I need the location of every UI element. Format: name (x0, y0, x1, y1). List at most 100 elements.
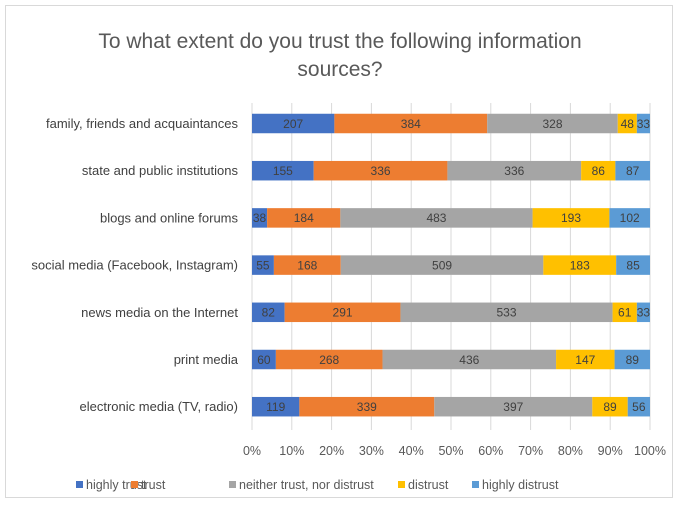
data-label: 339 (357, 400, 377, 414)
data-label: 183 (570, 258, 590, 272)
bar-segment (636, 113, 650, 134)
category-label: news media on the Internet (81, 305, 238, 320)
data-label: 33 (637, 306, 651, 320)
data-label: 291 (333, 306, 353, 320)
legend-item: distrust (398, 478, 449, 492)
bar-segment (556, 349, 615, 370)
bar-segment (434, 396, 593, 417)
bar-segment (340, 255, 544, 275)
data-label: 184 (294, 211, 314, 225)
legend-item: trust (131, 478, 166, 492)
data-label: 82 (262, 306, 276, 320)
bar-segment (636, 302, 650, 323)
data-label: 168 (297, 258, 317, 272)
bar-segment (616, 255, 650, 275)
bar-segment (252, 208, 268, 228)
bar-segment (252, 160, 314, 181)
legend-label: highly distrust (482, 478, 559, 492)
bar-segment (609, 208, 650, 228)
legend-swatch (229, 481, 236, 488)
data-label: 436 (459, 353, 479, 367)
bar-segment (400, 302, 613, 323)
bar-segment (532, 208, 610, 228)
bar-segment (334, 113, 488, 134)
chart-title: To what extent do you trust the followin… (98, 30, 581, 81)
legend-label: distrust (408, 478, 449, 492)
data-label: 85 (626, 258, 640, 272)
bar-segment (252, 302, 285, 323)
data-label: 336 (371, 164, 391, 178)
bar-segment (340, 208, 533, 228)
data-label: 55 (256, 258, 270, 272)
data-label: 207 (283, 117, 303, 131)
bar-segment (627, 396, 650, 417)
bar-segment (592, 396, 628, 417)
x-tick-label: 40% (399, 444, 424, 458)
legend-label: trust (141, 478, 166, 492)
data-label: 155 (273, 164, 293, 178)
category-label: print media (174, 352, 239, 367)
legend-swatch (76, 481, 83, 488)
bar-segment (487, 113, 618, 134)
data-label: 38 (253, 211, 267, 225)
data-label: 102 (620, 211, 640, 225)
bar-segment (252, 349, 276, 370)
legend-swatch (398, 481, 405, 488)
chart-title-line-2: sources? (297, 58, 382, 81)
data-label: 384 (401, 117, 421, 131)
x-tick-label: 0% (243, 444, 261, 458)
x-tick-label: 20% (319, 444, 344, 458)
data-label: 119 (266, 400, 285, 414)
data-label: 268 (319, 353, 339, 367)
bar-segment (284, 302, 401, 323)
data-label: 509 (432, 258, 452, 272)
data-label: 336 (504, 164, 524, 178)
bar-segment (252, 255, 274, 275)
bar-segment (273, 255, 341, 275)
data-label: 397 (503, 400, 523, 414)
chart-title-line-1: To what extent do you trust the followin… (98, 30, 581, 53)
data-label: 33 (637, 117, 651, 131)
data-label: 56 (632, 400, 646, 414)
data-label: 147 (575, 353, 595, 367)
legend-swatch (472, 481, 479, 488)
data-label: 87 (626, 164, 640, 178)
category-labels: family, friends and acquaintances state a… (31, 116, 238, 414)
data-label: 89 (603, 400, 617, 414)
bar-segment (615, 160, 650, 181)
legend-item: highly distrust (472, 478, 559, 492)
bar-segment (275, 349, 383, 370)
category-label: blogs and online forums (100, 210, 239, 225)
x-tick-label: 80% (558, 444, 583, 458)
x-tick-label: 60% (478, 444, 503, 458)
legend-label: neither trust, nor distrust (239, 478, 374, 492)
x-axis-ticks: 0% 10% 20% 30% 40% 50% 60% 70% 80% 90% 100% (243, 444, 666, 458)
legend-swatch (131, 481, 138, 488)
legend-item: neither trust, nor distrust (229, 478, 374, 492)
x-tick-label: 10% (279, 444, 304, 458)
x-tick-label: 100% (634, 444, 666, 458)
category-label: social media (Facebook, Instagram) (31, 258, 238, 273)
x-tick-label: 30% (359, 444, 384, 458)
bar-segment (543, 255, 617, 275)
data-label: 193 (561, 211, 581, 225)
bar-segment (617, 113, 637, 134)
category-label: electronic media (TV, radio) (80, 399, 238, 414)
category-label: family, friends and acquaintances (46, 116, 238, 131)
category-label: state and public institutions (82, 163, 239, 178)
bar-segment (581, 160, 616, 181)
data-label: 48 (621, 117, 635, 131)
x-tick-label: 90% (598, 444, 623, 458)
data-label: 86 (592, 164, 606, 178)
bar-segment (267, 208, 341, 228)
bar-segment (299, 396, 435, 417)
data-label: 89 (626, 353, 640, 367)
data-label: 533 (497, 306, 517, 320)
x-tick-label: 50% (438, 444, 463, 458)
bar-segment (447, 160, 582, 181)
bar-segment (252, 113, 335, 134)
data-label: 60 (257, 353, 271, 367)
